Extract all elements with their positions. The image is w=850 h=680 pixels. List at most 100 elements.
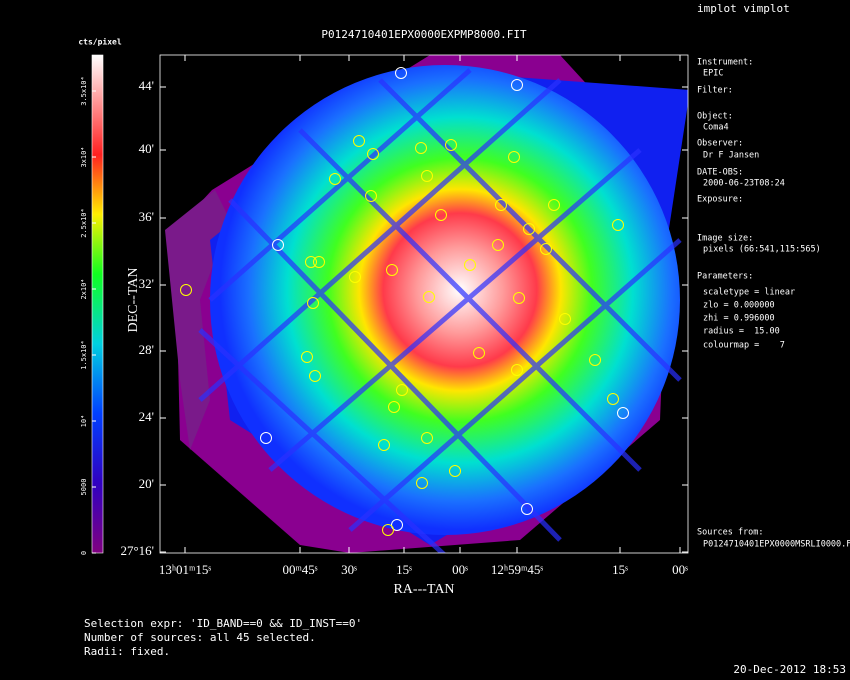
source-marker bbox=[559, 313, 571, 325]
info-line: EPIC bbox=[703, 69, 723, 79]
source-marker bbox=[415, 142, 427, 154]
colorbar-tick-label: 3.5x10⁴ bbox=[80, 76, 88, 106]
info-line: Parameters: bbox=[697, 272, 753, 282]
info-line: Coma4 bbox=[703, 123, 729, 133]
source-marker bbox=[540, 243, 552, 255]
y-tick-label: 36' bbox=[139, 209, 154, 224]
source-marker bbox=[309, 370, 321, 382]
source-marker bbox=[395, 67, 407, 79]
x-tick-label: 15ˢ bbox=[396, 562, 412, 577]
source-marker bbox=[365, 190, 377, 202]
y-tick-label: 20' bbox=[139, 476, 154, 491]
info-line: Image size: bbox=[697, 234, 753, 244]
source-marker bbox=[301, 351, 313, 363]
y-axis-title: DEC--TAN bbox=[126, 268, 141, 333]
source-marker bbox=[386, 264, 398, 276]
footer-line: Radii: fixed. bbox=[84, 645, 170, 658]
x-tick-label: 30ˢ bbox=[341, 562, 357, 577]
x-tick-label: 13ʰ01ᵐ15ˢ bbox=[159, 562, 212, 577]
source-marker bbox=[473, 347, 485, 359]
date-stamp: 20-Dec-2012 18:53 bbox=[733, 663, 846, 676]
colorbar-tick-label: 2.5x10⁴ bbox=[80, 208, 88, 238]
info-line: radius = 15.00 bbox=[703, 327, 780, 337]
colorbar bbox=[91, 54, 104, 554]
source-marker bbox=[378, 439, 390, 451]
source-marker bbox=[492, 239, 504, 251]
y-tick-label: 28' bbox=[139, 342, 154, 357]
tool-name: implot vimplot bbox=[697, 2, 790, 15]
colorbar-tick-label: 3x10⁴ bbox=[80, 146, 88, 167]
source-marker bbox=[607, 393, 619, 405]
info-line: zhi = 0.996000 bbox=[703, 314, 775, 324]
source-marker bbox=[391, 519, 403, 531]
source-marker bbox=[367, 148, 379, 160]
source-marker bbox=[435, 209, 447, 221]
source-marker bbox=[382, 524, 394, 536]
x-tick-label: 15ˢ bbox=[612, 562, 628, 577]
source-marker bbox=[523, 223, 535, 235]
x-tick-label: 00ᵐ45ˢ bbox=[282, 562, 317, 577]
y-tick-label: 40' bbox=[139, 141, 154, 156]
source-marker bbox=[495, 199, 507, 211]
info-line: 2000-06-23T08:24 bbox=[703, 179, 785, 189]
source-marker bbox=[445, 139, 457, 151]
info-line: Object: bbox=[697, 112, 733, 122]
source-marker bbox=[511, 79, 523, 91]
source-marker bbox=[305, 256, 317, 268]
source-marker bbox=[508, 151, 520, 163]
source-marker bbox=[617, 407, 629, 419]
info-line: scaletype = linear bbox=[703, 288, 795, 298]
frame-ticks bbox=[92, 55, 688, 554]
source-marker bbox=[353, 135, 365, 147]
info-line: colourmap = 7 bbox=[703, 341, 785, 351]
info-line: Filter: bbox=[697, 86, 733, 96]
y-tick-label: 24' bbox=[139, 409, 154, 424]
image-frame bbox=[159, 54, 689, 554]
source-marker bbox=[464, 259, 476, 271]
footer-line: Number of sources: all 45 selected. bbox=[84, 631, 316, 644]
source-marker bbox=[449, 465, 461, 477]
source-marker bbox=[180, 284, 192, 296]
source-markers bbox=[180, 67, 629, 536]
x-tick-label: 12ʰ59ᵐ45ˢ bbox=[491, 562, 544, 577]
source-marker bbox=[612, 219, 624, 231]
info-line: Observer: bbox=[697, 139, 743, 149]
footer-line: Selection expr: 'ID_BAND==0 && ID_INST==… bbox=[84, 617, 362, 630]
source-marker bbox=[307, 297, 319, 309]
source-marker bbox=[388, 401, 400, 413]
colorbar-label: cts/pixel bbox=[78, 37, 122, 47]
source-marker bbox=[260, 432, 272, 444]
y-tick-label: 27°16' bbox=[120, 543, 154, 558]
source-marker bbox=[272, 239, 284, 251]
info-line: pixels (66:541,115:565) bbox=[703, 245, 821, 255]
source-marker bbox=[421, 170, 433, 182]
x-axis-title: RA---TAN bbox=[393, 582, 454, 597]
colorbar-tick-label: 5000 bbox=[80, 479, 88, 496]
source-marker bbox=[521, 503, 533, 515]
info-line: zlo = 0.000000 bbox=[703, 301, 775, 311]
y-tick-label: 32' bbox=[139, 276, 154, 291]
info-line: Exposure: bbox=[697, 195, 743, 205]
source-marker bbox=[423, 291, 435, 303]
chip-gaps bbox=[198, 68, 682, 553]
x-tick-label: 00ˢ bbox=[672, 562, 688, 577]
source-marker bbox=[416, 477, 428, 489]
source-marker bbox=[313, 256, 325, 268]
x-tick-label: 00ˢ bbox=[452, 562, 468, 577]
colorbar-tick-label: 0 bbox=[80, 551, 88, 555]
source-marker bbox=[421, 432, 433, 444]
colorbar-tick-label: 10⁴ bbox=[80, 415, 88, 428]
colorbar-tick-label: 2x10⁴ bbox=[80, 278, 88, 299]
image-title: P0124710401EPX0000EXPMP8000.FIT bbox=[321, 28, 527, 41]
colorbar-tick-label: 1.5x10⁴ bbox=[80, 340, 88, 370]
source-marker bbox=[548, 199, 560, 211]
source-marker bbox=[349, 271, 361, 283]
info-line: DATE-OBS: bbox=[697, 168, 743, 178]
info-line: P0124710401EPX0000MSRLI0000.F bbox=[703, 540, 850, 550]
source-marker bbox=[329, 173, 341, 185]
sky-image bbox=[165, 55, 688, 553]
source-marker bbox=[396, 384, 408, 396]
source-marker bbox=[589, 354, 601, 366]
y-tick-label: 44' bbox=[139, 78, 154, 93]
